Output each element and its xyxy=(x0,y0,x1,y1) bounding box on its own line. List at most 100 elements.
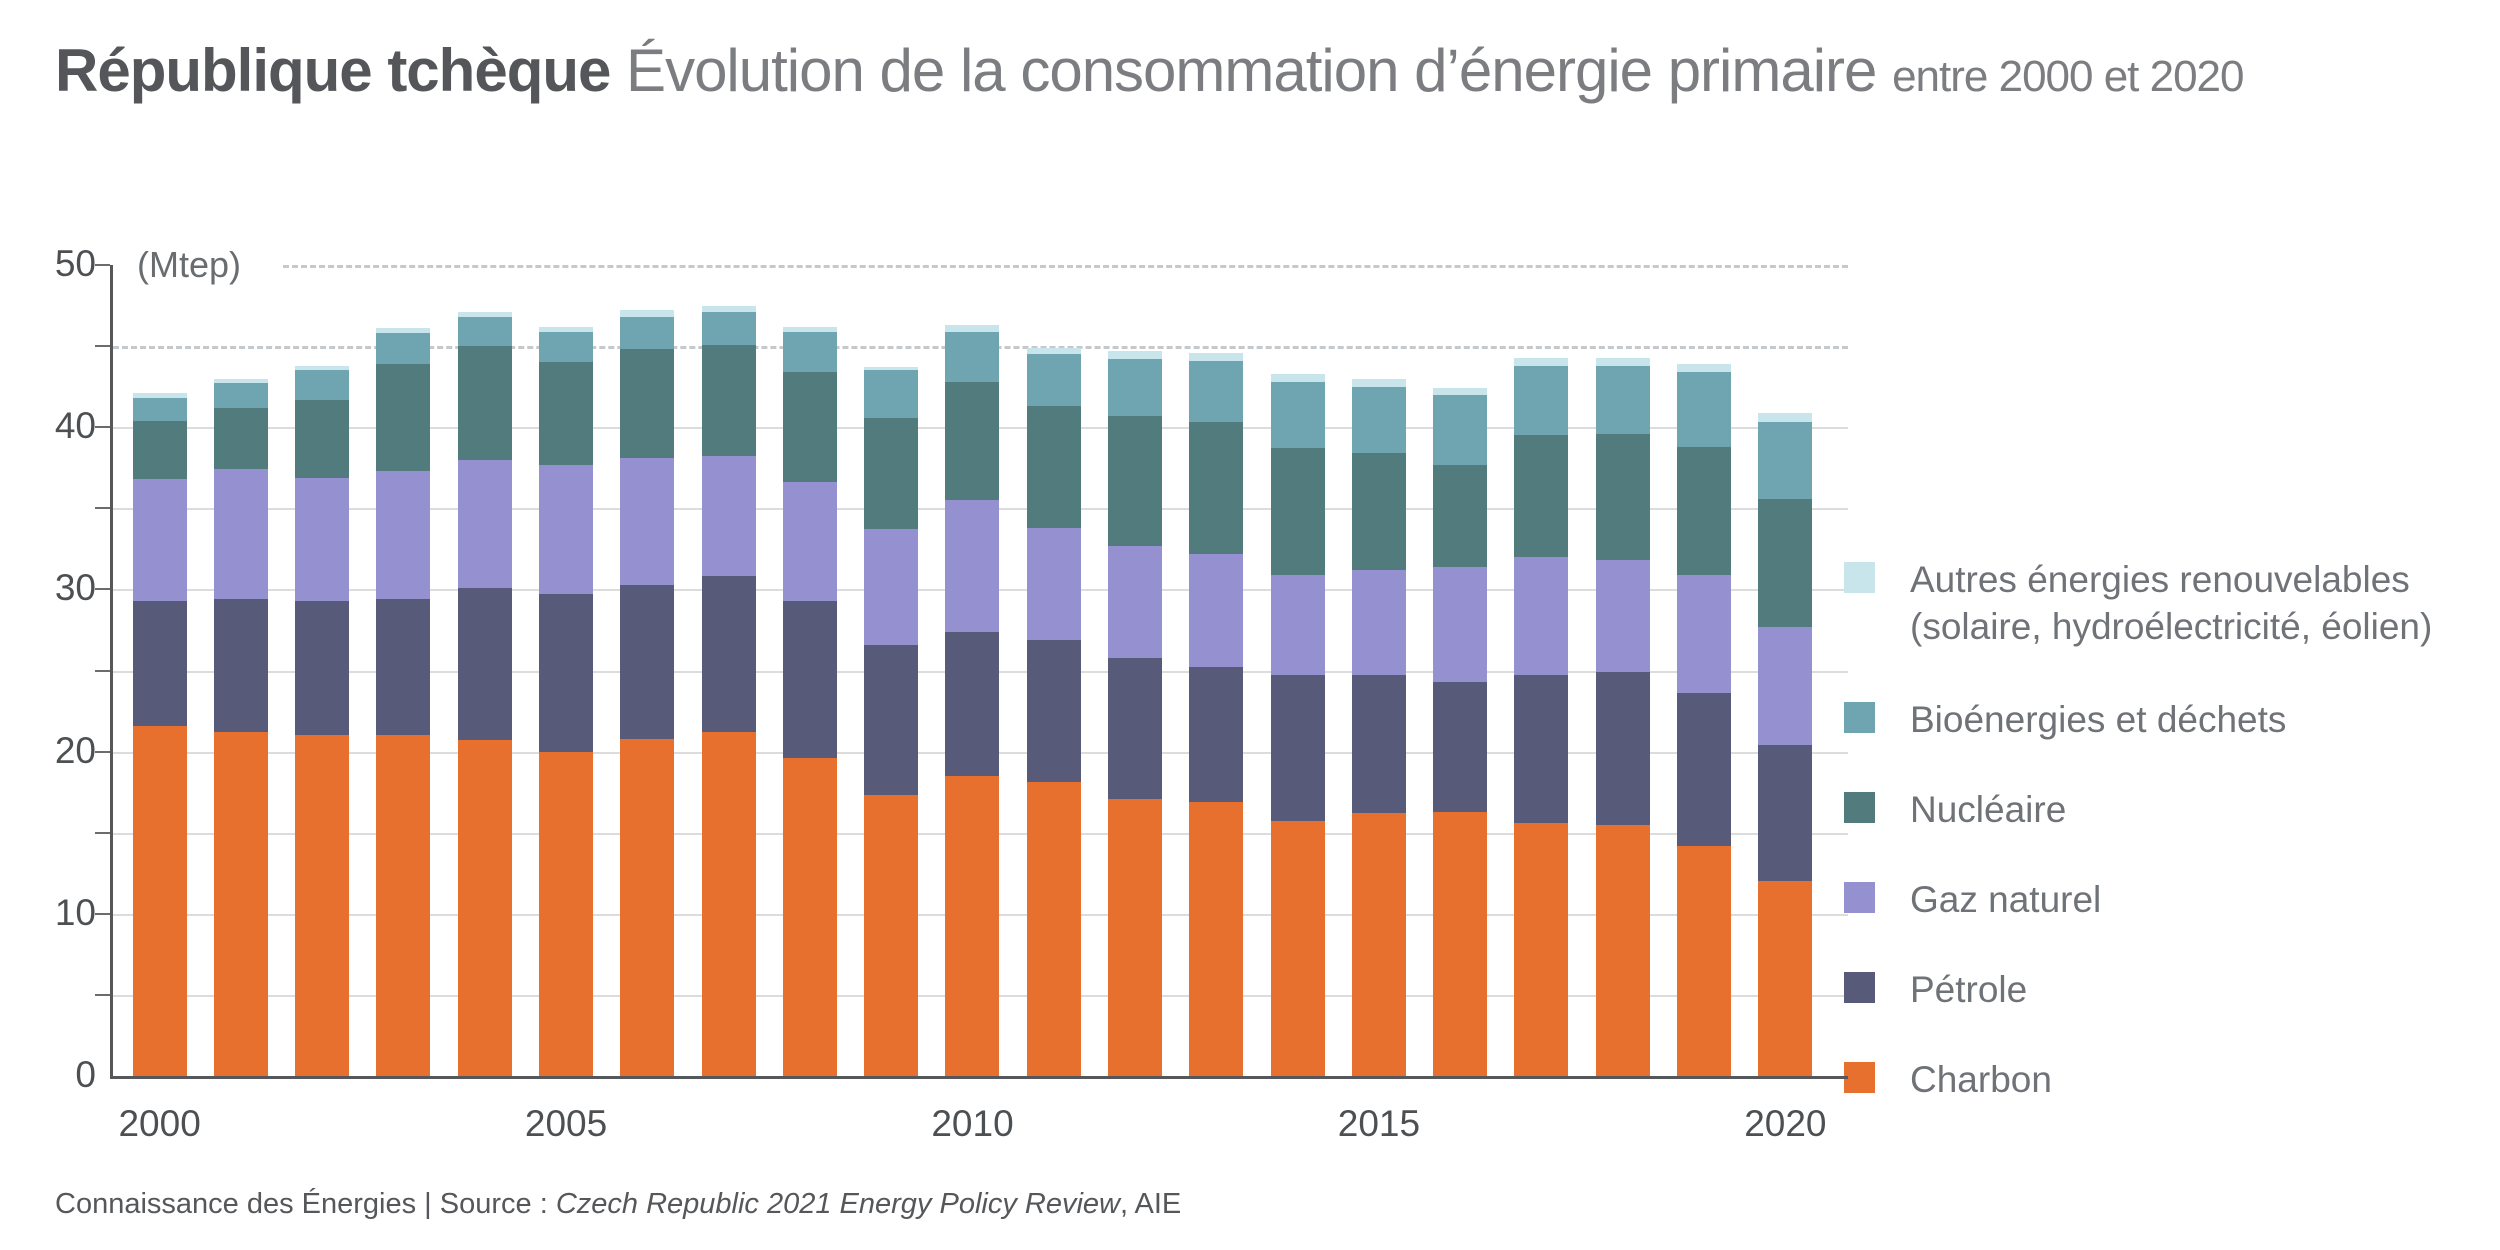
bar-segment-2010-charbon xyxy=(945,775,1000,1076)
bar-2002 xyxy=(295,365,350,1076)
bar-segment-2007-nucléaire xyxy=(701,344,756,457)
bar-segment-2016-nucléaire xyxy=(1433,464,1488,567)
legend-label-petrole: Pétrole xyxy=(1910,969,2028,1010)
bar-segment-2011-charbon xyxy=(1026,782,1081,1076)
page-title: République tchèque Évolution de la conso… xyxy=(55,36,2245,105)
bar-segment-2013-nucléaire xyxy=(1189,422,1244,554)
bar-segment-2018-gaz xyxy=(1595,560,1650,673)
x-axis-line xyxy=(110,1076,1848,1079)
bar-segment-2007-charbon xyxy=(701,732,756,1076)
bar-column-2017 xyxy=(1501,265,1582,1076)
y-axis-label-10: 10 xyxy=(54,891,96,933)
bar-segment-2006-pétrole xyxy=(620,584,675,739)
bar-segment-2010-pétrole xyxy=(945,631,1000,776)
bar-segment-2006-autres xyxy=(620,310,675,317)
bar-segment-2020-bioénergies xyxy=(1758,422,1813,499)
bar-segment-2015-charbon xyxy=(1351,813,1406,1076)
y-tick-15 xyxy=(95,831,110,834)
bar-2016 xyxy=(1433,388,1488,1076)
bar-segment-2004-gaz xyxy=(457,459,512,588)
y-axis-label-0: 0 xyxy=(75,1054,96,1095)
bar-segment-2001-charbon xyxy=(213,732,268,1076)
bar-segment-2013-gaz xyxy=(1189,553,1244,668)
legend-swatch-nucleaire xyxy=(1844,792,1875,823)
bar-segment-2012-autres xyxy=(1108,351,1163,360)
bar-segment-2005-charbon xyxy=(539,751,594,1076)
legend-item-bioenergies: Bioénergies et déchets xyxy=(1844,696,2286,743)
bar-column-2006 xyxy=(607,265,688,1076)
bar-2013 xyxy=(1189,352,1244,1076)
bar-column-2012 xyxy=(1094,265,1175,1076)
bar-segment-2000-pétrole xyxy=(132,600,187,726)
bar-2020 xyxy=(1758,412,1813,1076)
bar-segment-2015-autres xyxy=(1351,378,1406,387)
bar-segment-2002-nucléaire xyxy=(295,399,350,478)
bar-segment-2001-pétrole xyxy=(213,599,268,733)
bar-column-2013 xyxy=(1176,265,1257,1076)
y-tick-45 xyxy=(95,345,110,348)
bar-segment-2014-gaz xyxy=(1270,574,1325,676)
legend-item-charbon: Charbon xyxy=(1844,1056,2052,1103)
bar-2008 xyxy=(782,326,837,1076)
legend-item-gaz-naturel: Gaz naturel xyxy=(1844,876,2101,923)
bar-segment-2002-autres xyxy=(295,365,350,371)
source-footer: Connaissance des Énergies | Source : Cze… xyxy=(55,1188,1181,1221)
x-axis-label-2000: 2000 xyxy=(118,1103,201,1144)
bar-segment-2014-pétrole xyxy=(1270,675,1325,822)
bar-column-2004 xyxy=(444,265,525,1076)
bar-segment-2002-pétrole xyxy=(295,600,350,736)
x-axis-label-2015: 2015 xyxy=(1337,1103,1421,1144)
bar-segment-2009-autres xyxy=(864,367,919,371)
gridline-50 xyxy=(283,265,1848,268)
footer-suffix: , AIE xyxy=(1120,1188,1182,1220)
bar-column-2015 xyxy=(1338,265,1419,1076)
bar-segment-2007-autres xyxy=(701,305,756,313)
bar-segment-2009-bioénergies xyxy=(864,370,919,418)
bar-segment-2001-bioénergies xyxy=(213,383,268,408)
bar-segment-2018-pétrole xyxy=(1595,672,1650,825)
bar-segment-2004-pétrole xyxy=(457,587,512,741)
bar-segment-2008-bioénergies xyxy=(782,331,837,373)
legend-swatch-gaz-naturel xyxy=(1844,882,1875,913)
bar-column-2014 xyxy=(1257,265,1338,1076)
bar-segment-2001-autres xyxy=(213,378,268,384)
bar-segment-2009-charbon xyxy=(864,795,919,1076)
bar-2000 xyxy=(132,393,187,1076)
legend-item-autres: Autres énergies renouvelables (solaire, h… xyxy=(1844,556,2432,650)
bar-column-2018 xyxy=(1582,265,1663,1076)
y-tick-5 xyxy=(95,993,110,996)
bar-segment-2006-bioénergies xyxy=(620,316,675,350)
bar-segment-2000-bioénergies xyxy=(132,398,187,421)
bar-segment-2004-charbon xyxy=(457,740,512,1076)
bar-2005 xyxy=(539,326,594,1076)
chart-plot-area: (Mtep) xyxy=(95,244,1848,1079)
bar-2004 xyxy=(457,312,512,1076)
legend-label-nucleaire: Nucléaire xyxy=(1910,789,2067,830)
bar-segment-2015-bioénergies xyxy=(1351,386,1406,454)
bar-segment-2015-pétrole xyxy=(1351,675,1406,814)
bar-segment-2000-autres xyxy=(132,393,187,399)
bar-segment-2005-nucléaire xyxy=(539,362,594,465)
bar-segment-2014-nucléaire xyxy=(1270,448,1325,575)
bar-segment-2002-gaz xyxy=(295,477,350,601)
title-period: entre 2000 et 2020 xyxy=(1892,52,2244,101)
bar-column-2002 xyxy=(282,265,363,1076)
bar-segment-2018-nucléaire xyxy=(1595,433,1650,561)
bar-segment-2010-nucléaire xyxy=(945,381,1000,501)
bar-segment-2017-autres xyxy=(1514,357,1569,366)
bar-column-2016 xyxy=(1420,265,1501,1076)
bar-segment-2011-autres xyxy=(1026,347,1081,355)
bar-2018 xyxy=(1595,357,1650,1076)
bar-column-2008 xyxy=(769,265,850,1076)
bar-segment-2016-gaz xyxy=(1433,566,1488,682)
bar-segment-2013-bioénergies xyxy=(1189,360,1244,423)
bar-segment-2011-nucléaire xyxy=(1026,406,1081,528)
bar-segment-2010-gaz xyxy=(945,500,1000,632)
y-axis-line xyxy=(110,265,113,1078)
title-main: Évolution de la consommation d’énergie p… xyxy=(610,37,1893,104)
bar-segment-2007-bioénergies xyxy=(701,312,756,345)
bar-segment-2004-nucléaire xyxy=(457,346,512,460)
legend-label-charbon: Charbon xyxy=(1910,1059,2052,1100)
bar-segment-2003-gaz xyxy=(376,471,431,600)
bar-segment-2001-nucléaire xyxy=(213,407,268,470)
